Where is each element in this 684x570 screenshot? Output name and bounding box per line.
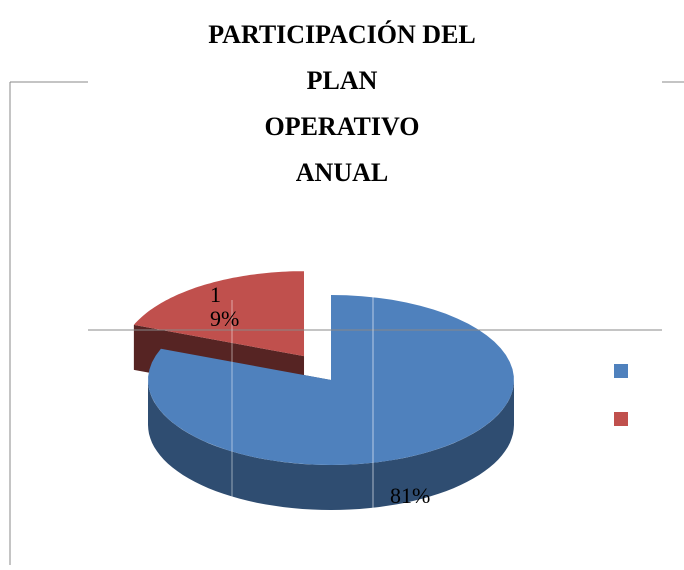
- legend-swatch: [614, 412, 628, 426]
- legend-swatch: [614, 364, 628, 378]
- chart-frame: [9, 81, 684, 565]
- data-label: 81%: [390, 483, 431, 508]
- slice-side: [148, 380, 514, 510]
- pie-slice: [133, 271, 305, 357]
- chart-title: PARTICIPACIÓN DEL PLAN OPERATIVO ANUAL: [208, 20, 476, 187]
- data-label: 19%: [210, 282, 239, 331]
- pie-slice: [148, 295, 514, 465]
